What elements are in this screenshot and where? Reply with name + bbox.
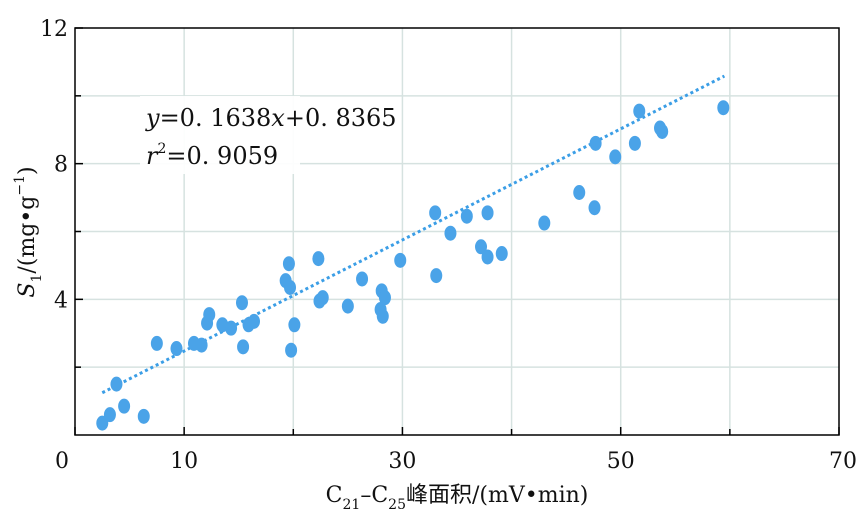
data-point — [481, 205, 494, 221]
data-point — [429, 205, 442, 221]
data-point — [628, 135, 641, 151]
data-point — [235, 295, 248, 311]
data-point — [378, 290, 391, 306]
data-point — [538, 215, 551, 231]
data-point — [341, 298, 354, 314]
data-point — [316, 290, 329, 306]
data-point — [430, 268, 443, 284]
data-point — [376, 308, 389, 324]
data-point — [460, 208, 473, 224]
data-point — [285, 342, 298, 358]
data-point — [170, 341, 183, 357]
y-tick-label: 12 — [40, 17, 68, 42]
data-point — [284, 279, 297, 295]
data-point — [225, 320, 238, 336]
x-tick-label: 10 — [170, 449, 198, 474]
fit-line — [101, 74, 726, 395]
data-point — [150, 335, 163, 351]
data-point — [288, 317, 301, 333]
data-point — [247, 313, 260, 329]
x-tick-label: 30 — [388, 449, 416, 474]
data-point — [633, 103, 646, 119]
data-point — [137, 408, 150, 424]
data-point — [103, 407, 116, 423]
data-point — [312, 251, 325, 267]
data-point — [444, 225, 457, 241]
grid — [75, 28, 839, 435]
data-point — [588, 200, 601, 216]
trendline-layer — [101, 74, 726, 395]
x-axis-title: C21–C25峰面积/(mV•min) — [326, 483, 589, 513]
data-point — [656, 123, 669, 139]
x-tick-label: 0 — [55, 449, 69, 474]
regression-equation: y=0. 1638x+0. 8365 — [145, 104, 397, 132]
data-point — [282, 256, 295, 272]
y-tick-label: 8 — [54, 153, 68, 178]
annotation-background — [140, 96, 300, 174]
data-point — [609, 149, 622, 165]
x-tick-label: 50 — [607, 449, 635, 474]
data-point — [481, 249, 494, 265]
data-point — [495, 246, 508, 262]
data-point — [356, 271, 369, 287]
axis-ticks: 0 10 30 50 70 4 8 12 — [40, 17, 857, 474]
data-point — [203, 307, 216, 323]
r-squared: r2=0. 9059 — [146, 141, 278, 170]
data-point — [118, 398, 131, 414]
x-tick-label: 70 — [829, 449, 857, 474]
y-axis-title: S1/(mg•g−1) — [12, 166, 45, 297]
data-point — [573, 184, 586, 200]
data-point — [195, 337, 208, 353]
data-point — [475, 239, 488, 255]
data-point — [394, 252, 407, 268]
data-point — [589, 135, 602, 151]
y-tick-label: 4 — [54, 288, 68, 313]
data-point — [110, 376, 123, 392]
data-points — [96, 100, 730, 431]
data-point — [717, 100, 730, 116]
data-point — [237, 339, 250, 355]
